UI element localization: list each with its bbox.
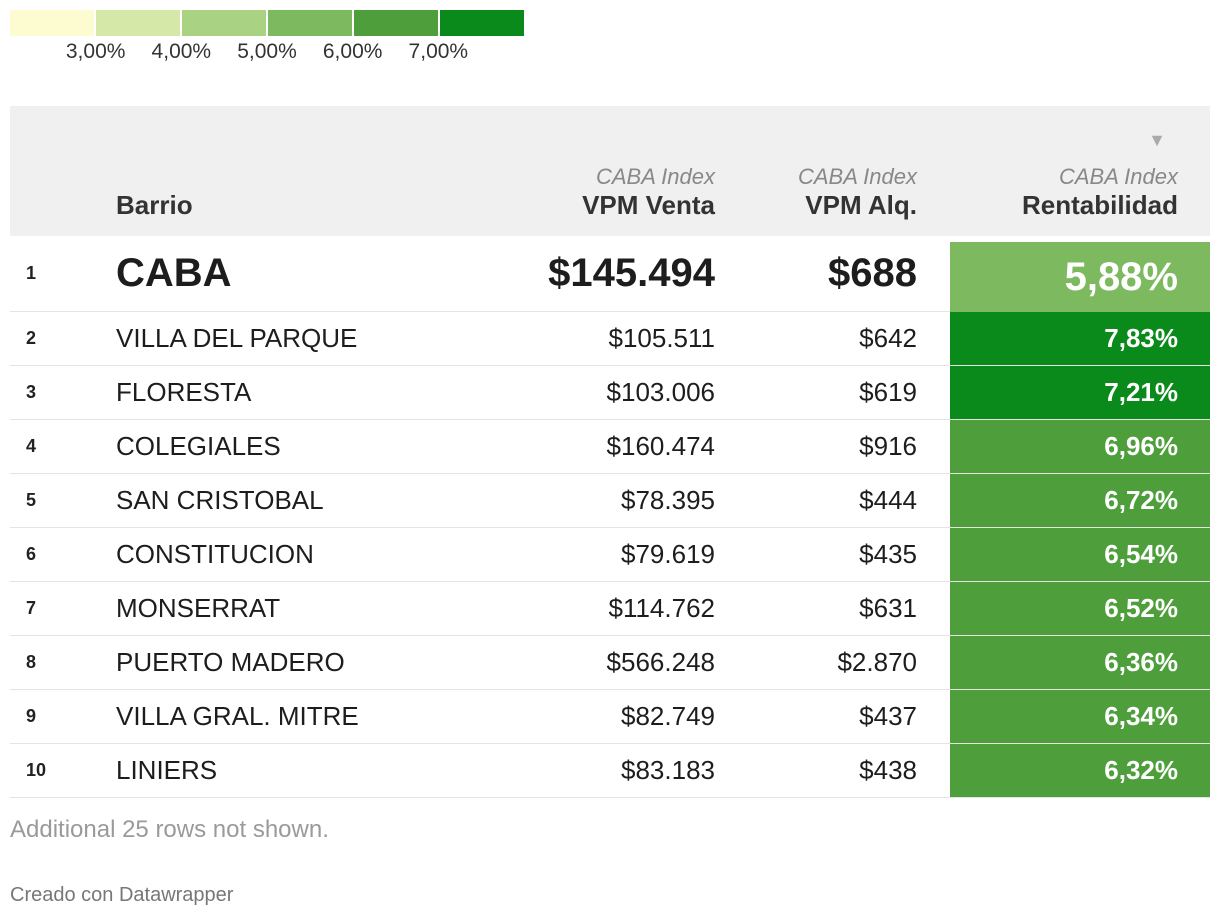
row-barrio: CABA bbox=[116, 251, 232, 295]
header-rentabilidad[interactable]: CABA Index Rentabilidad bbox=[1022, 164, 1178, 220]
row-vpm-alq: $688 bbox=[828, 251, 917, 295]
row-rank: 2 bbox=[26, 328, 37, 348]
row-rentabilidad: 6,34% bbox=[950, 690, 1210, 743]
table-row: 4 COLEGIALES $160.474 $916 6,96% bbox=[10, 420, 1210, 474]
row-barrio: SAN CRISTOBAL bbox=[116, 485, 324, 515]
legend-tick-label: 5,00% bbox=[237, 40, 297, 63]
header-alq-subtitle: CABA Index bbox=[797, 164, 917, 189]
row-rentabilidad: 6,52% bbox=[950, 582, 1210, 635]
legend-swatch bbox=[10, 10, 96, 36]
table-row: 3 FLORESTA $103.006 $619 7,21% bbox=[10, 366, 1210, 420]
header-barrio-label: Barrio bbox=[116, 190, 193, 220]
row-rentabilidad: 6,54% bbox=[950, 528, 1210, 581]
row-vpm-venta: $145.494 bbox=[548, 251, 715, 295]
table-row: 10 LINIERS $83.183 $438 6,32% bbox=[10, 744, 1210, 798]
table-row: 2 VILLA DEL PARQUE $105.511 $642 7,83% bbox=[10, 312, 1210, 366]
row-vpm-venta: $103.006 bbox=[606, 377, 715, 407]
row-barrio: MONSERRAT bbox=[116, 593, 281, 623]
row-vpm-alq: $631 bbox=[859, 593, 917, 623]
table-row: 9 VILLA GRAL. MITRE $82.749 $437 6,34% bbox=[10, 690, 1210, 744]
legend-tick-label: 4,00% bbox=[151, 40, 212, 63]
header-rent-subtitle: CABA Index bbox=[1058, 164, 1178, 189]
header-venta-label: VPM Venta bbox=[582, 190, 715, 220]
row-rentabilidad: 7,83% bbox=[950, 312, 1210, 365]
row-rentabilidad: 5,88% bbox=[950, 242, 1210, 312]
header-barrio[interactable]: Barrio bbox=[116, 190, 193, 220]
row-rank: 7 bbox=[26, 598, 37, 618]
table-row: 7 MONSERRAT $114.762 $631 6,52% bbox=[10, 582, 1210, 636]
row-rentabilidad: 6,32% bbox=[950, 744, 1210, 797]
row-rank: 1 bbox=[26, 263, 37, 283]
row-vpm-alq: $642 bbox=[859, 323, 917, 353]
row-rank: 3 bbox=[26, 382, 37, 402]
legend-tick-label: 7,00% bbox=[408, 40, 469, 63]
row-vpm-venta: $105.511 bbox=[608, 323, 715, 353]
table-row: 1 CABA $145.494 $688 5,88% bbox=[10, 236, 1210, 312]
rows-hidden-note: Additional 25 rows not shown. bbox=[10, 816, 329, 843]
legend-color-bar bbox=[10, 10, 524, 36]
row-vpm-venta: $78.395 bbox=[621, 485, 715, 515]
row-rank: 4 bbox=[26, 436, 37, 456]
row-barrio: LINIERS bbox=[116, 755, 218, 785]
row-vpm-alq: $2.870 bbox=[837, 647, 917, 677]
row-vpm-alq: $438 bbox=[859, 755, 917, 785]
row-barrio: CONSTITUCION bbox=[116, 539, 314, 569]
header-rent-label: Rentabilidad bbox=[1021, 190, 1178, 220]
color-legend: 3,00% 4,00% 5,00% 6,00% 7,00% bbox=[10, 10, 524, 66]
legend-swatch bbox=[182, 10, 268, 36]
row-rentabilidad: 6,72% bbox=[950, 474, 1210, 527]
legend-swatch bbox=[268, 10, 354, 36]
row-rentabilidad: 6,36% bbox=[950, 636, 1210, 689]
legend-tick-label: 3,00% bbox=[65, 40, 126, 63]
table-row: 6 CONSTITUCION $79.619 $435 6,54% bbox=[10, 528, 1210, 582]
row-rank: 5 bbox=[26, 490, 37, 510]
header-venta[interactable]: CABA Index VPM Venta bbox=[582, 164, 715, 220]
row-barrio: VILLA GRAL. MITRE bbox=[116, 701, 359, 731]
row-barrio: VILLA DEL PARQUE bbox=[116, 323, 358, 353]
header-alq-label: VPM Alq. bbox=[805, 190, 917, 220]
header-venta-subtitle: CABA Index bbox=[595, 164, 715, 189]
row-rank: 9 bbox=[26, 706, 37, 726]
legend-swatch bbox=[354, 10, 440, 36]
row-rentabilidad: 7,21% bbox=[950, 366, 1210, 419]
table-body: 1 CABA $145.494 $688 5,88% 2 VILLA DEL PARQUE $… bbox=[10, 236, 1210, 798]
row-barrio: PUERTO MADERO bbox=[116, 647, 345, 677]
row-vpm-alq: $435 bbox=[859, 539, 917, 569]
header-alq[interactable]: CABA Index VPM Alq. bbox=[798, 164, 917, 220]
row-vpm-venta: $114.762 bbox=[608, 593, 715, 623]
table-row: 8 PUERTO MADERO $566.248 $2.870 6,36% bbox=[10, 636, 1210, 690]
row-vpm-venta: $83.183 bbox=[621, 755, 715, 785]
row-vpm-alq: $444 bbox=[859, 485, 917, 515]
row-rank: 8 bbox=[26, 652, 37, 672]
credit-link[interactable]: Creado con Datawrapper bbox=[10, 884, 234, 906]
legend-swatch bbox=[440, 10, 524, 36]
row-barrio: COLEGIALES bbox=[116, 431, 281, 461]
row-rank: 10 bbox=[26, 760, 47, 780]
table-header: ▼ Barrio CABA Index VPM Venta CABA Index… bbox=[10, 106, 1210, 236]
row-vpm-alq: $437 bbox=[859, 701, 917, 731]
row-vpm-venta: $82.749 bbox=[621, 701, 715, 731]
row-rank: 6 bbox=[26, 544, 37, 564]
row-barrio: FLORESTA bbox=[116, 377, 252, 407]
row-vpm-venta: $160.474 bbox=[606, 431, 715, 461]
sort-descending-icon[interactable]: ▼ bbox=[1148, 130, 1166, 150]
legend-tick-label: 6,00% bbox=[322, 40, 383, 63]
data-table: ▼ Barrio CABA Index VPM Venta CABA Index… bbox=[10, 106, 1210, 798]
row-vpm-alq: $916 bbox=[859, 431, 917, 461]
row-vpm-venta: $566.248 bbox=[606, 647, 715, 677]
legend-swatch bbox=[96, 10, 182, 36]
row-vpm-venta: $79.619 bbox=[621, 539, 715, 569]
legend-ticks: 3,00% 4,00% 5,00% 6,00% 7,00% bbox=[10, 36, 524, 66]
row-vpm-alq: $619 bbox=[859, 377, 917, 407]
row-rentabilidad: 6,96% bbox=[950, 420, 1210, 473]
table-row: 5 SAN CRISTOBAL $78.395 $444 6,72% bbox=[10, 474, 1210, 528]
